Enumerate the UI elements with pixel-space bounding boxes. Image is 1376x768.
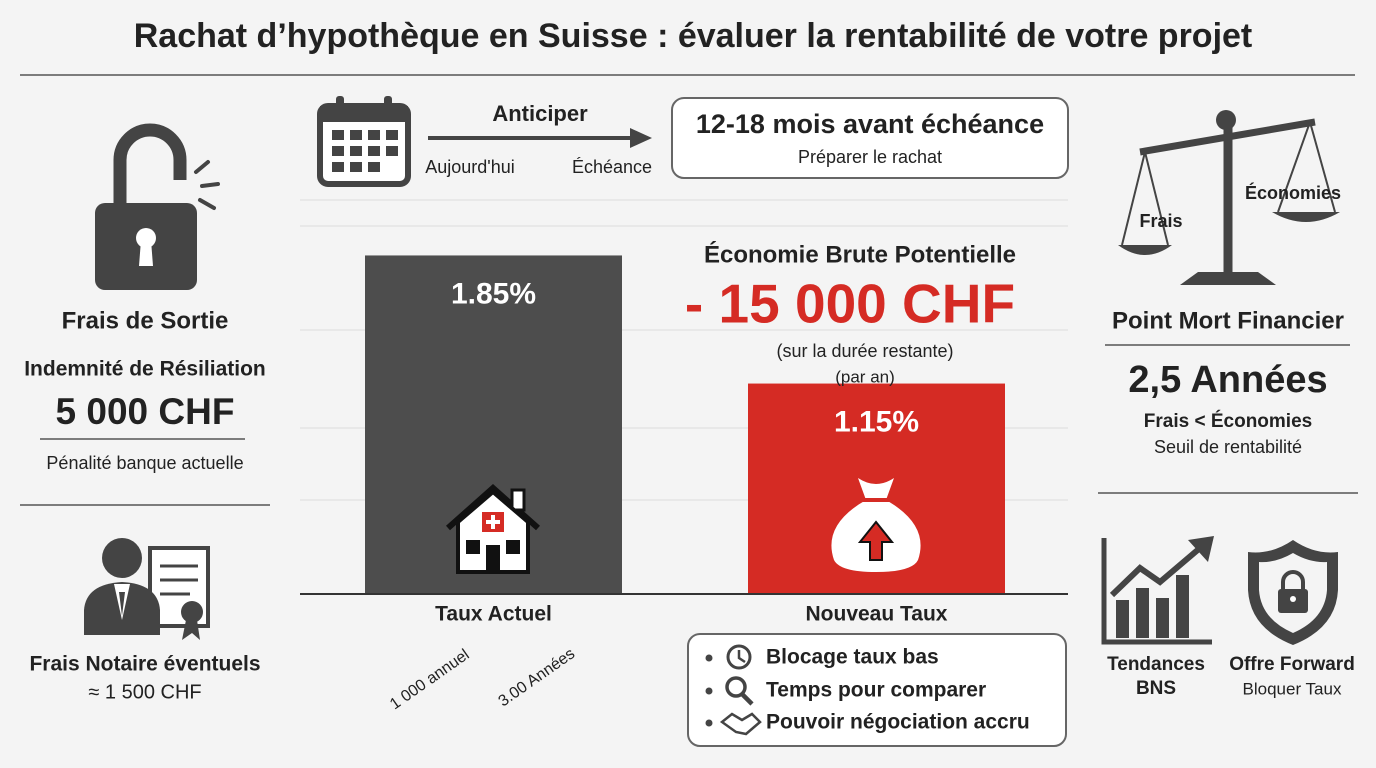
house-icon bbox=[446, 483, 540, 574]
exit-subheading: Indemnité de Résiliation bbox=[24, 358, 266, 381]
timeline-box-title: 12-18 mois avant échéance bbox=[696, 109, 1044, 139]
timeline-start: Aujourd'hui bbox=[425, 157, 515, 177]
exit-note: Pénalité banque actuelle bbox=[46, 453, 243, 473]
savings-amount: - 15 000 CHF bbox=[685, 273, 1015, 335]
timeline-label: Anticiper bbox=[492, 101, 588, 126]
trends-title: Tendances bbox=[1107, 654, 1205, 675]
exit-amount: 5 000 CHF bbox=[56, 391, 235, 432]
break-even-value: 2,5 Années bbox=[1128, 359, 1327, 401]
benefit-icons bbox=[705, 644, 762, 736]
shield-icon bbox=[1248, 540, 1338, 645]
scales-icon bbox=[1118, 110, 1340, 285]
benefit: Pouvoir négociation accru bbox=[766, 711, 1030, 734]
trend-icon bbox=[1101, 536, 1214, 645]
savings-heading: Économie Brute Potentielle bbox=[704, 240, 1016, 268]
benefits-box bbox=[687, 633, 1067, 747]
timeline-box-subtitle: Préparer le rachat bbox=[798, 147, 942, 167]
break-even-note: Seuil de rentabilité bbox=[1154, 437, 1302, 457]
forward-title: Offre Forward bbox=[1229, 654, 1355, 675]
notary-amount: ≈ 1 500 CHF bbox=[88, 681, 201, 703]
unlock-icon bbox=[95, 123, 220, 290]
scale-label: Économies bbox=[1245, 182, 1341, 203]
break-even-formula: Frais < Économies bbox=[1144, 410, 1312, 432]
exit-heading: Frais de Sortie bbox=[62, 307, 229, 334]
savings-note: (sur la durée restante) bbox=[776, 341, 953, 361]
notary-icon bbox=[84, 538, 210, 640]
trends-title: BNS bbox=[1136, 678, 1176, 699]
timeline-box bbox=[671, 97, 1069, 179]
bar-category-label: Taux Actuel bbox=[435, 603, 552, 626]
scale-label: Frais bbox=[1139, 211, 1182, 231]
timeline-arrow bbox=[428, 128, 652, 148]
benefit: Temps pour comparer bbox=[766, 679, 986, 702]
break-even-heading: Point Mort Financier bbox=[1112, 307, 1344, 334]
benefit: Blocage taux bas bbox=[766, 646, 939, 669]
bar-value-label: 1.15% bbox=[834, 405, 919, 438]
notary-heading: Frais Notaire éventuels bbox=[29, 653, 260, 676]
title: Rachat d’hypothèque en Suisse : évaluer … bbox=[134, 17, 1253, 55]
money-bag-icon bbox=[831, 478, 921, 572]
savings-note: (par an) bbox=[835, 367, 895, 386]
bar-category-label: Nouveau Taux bbox=[806, 603, 948, 626]
bar-value-label: 1.85% bbox=[451, 277, 536, 310]
forward-subtitle: Bloquer Taux bbox=[1243, 679, 1342, 698]
calendar-icon bbox=[317, 96, 411, 187]
timeline-end: Échéance bbox=[572, 157, 652, 177]
rate-bars: 1.85% Taux Actuel 1.15% Nouveau Taux bbox=[365, 255, 1005, 626]
